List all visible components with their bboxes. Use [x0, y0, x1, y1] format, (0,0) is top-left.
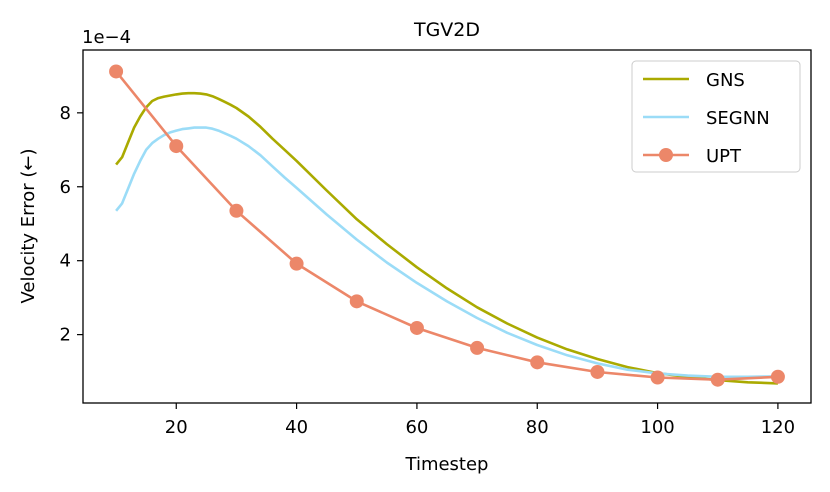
upt-legend-label: UPT — [706, 146, 742, 167]
upt-data-point — [770, 369, 785, 384]
y-tick-label: 8 — [60, 103, 71, 124]
x-tick-label: 60 — [405, 417, 428, 438]
y-axis-scale-label: 1e−4 — [82, 27, 131, 48]
upt-data-point — [710, 372, 725, 387]
upt-data-point — [530, 355, 545, 370]
chart-title: TGV2D — [413, 19, 480, 41]
upt-data-point — [590, 364, 605, 379]
upt-legend-marker — [659, 148, 673, 162]
y-axis-label: Velocity Error (←) — [18, 148, 39, 303]
upt-data-point — [289, 256, 304, 271]
upt-data-point — [409, 320, 424, 335]
x-tick-label: 120 — [761, 417, 795, 438]
x-tick-label: 20 — [165, 417, 188, 438]
x-tick-label: 100 — [640, 417, 674, 438]
gns-series-line — [115, 91, 778, 385]
upt-data-point — [169, 139, 184, 154]
x-axis-label: Timestep — [405, 454, 489, 475]
y-tick-label: 6 — [60, 177, 71, 198]
segnn-legend-label: SEGNN — [706, 108, 770, 129]
gns-legend-label: GNS — [706, 70, 745, 91]
series-lines — [109, 64, 785, 387]
axis-ticks: 20 40 60 80 100 120 2 4 6 8 — [60, 103, 796, 438]
upt-series-line — [115, 70, 778, 381]
y-tick-label: 2 — [60, 325, 71, 346]
x-tick-label: 40 — [285, 417, 308, 438]
plot-area-frame — [82, 49, 812, 404]
upt-data-point — [229, 203, 244, 218]
upt-data-point — [349, 294, 364, 309]
upt-data-point — [650, 370, 665, 385]
upt-data-point — [470, 340, 485, 355]
x-tick-label: 80 — [526, 417, 549, 438]
upt-data-point — [109, 64, 124, 79]
segnn-series-line — [115, 126, 778, 379]
legend-box — [631, 60, 801, 173]
legend: GNS SEGNN UPT — [631, 60, 801, 173]
y-tick-label: 4 — [60, 251, 71, 272]
